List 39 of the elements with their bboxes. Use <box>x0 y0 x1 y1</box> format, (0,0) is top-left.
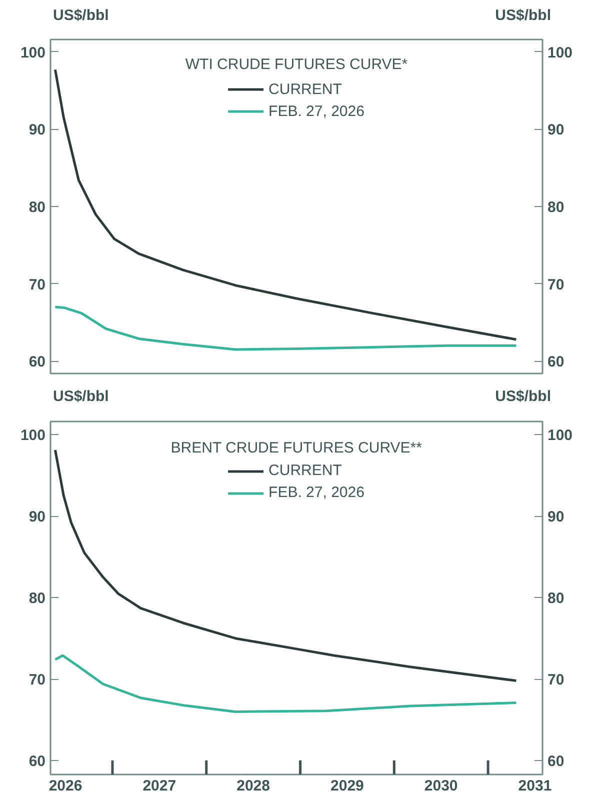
text: WTI CRUDE FUTURES CURVE* <box>185 56 408 74</box>
y2-tick-label: 100 <box>548 426 573 444</box>
y-axis-title: US$/bbl <box>53 6 109 26</box>
y-axis-title: US$/bbl <box>53 387 109 408</box>
y-tick-label: 80 <box>28 199 46 216</box>
y-tick-label: 60 <box>28 354 46 372</box>
legend-label: FEB. 27, 2026 <box>268 484 364 502</box>
y2-axis-title: US$/bbl <box>495 6 551 26</box>
x-tick-label: 2031 <box>518 777 552 794</box>
x-tick-label: 2028 <box>236 777 270 794</box>
y2-tick-label: 60 <box>548 752 564 770</box>
line-series <box>54 654 518 713</box>
y2-tick-label: 70 <box>548 671 564 688</box>
y-tick-label: 100 <box>20 426 46 444</box>
x-tick-label: 2026 <box>48 777 82 794</box>
legend-label: CURRENT <box>268 462 342 480</box>
legend-label: CURRENT <box>268 80 342 98</box>
x-tick-label: 2029 <box>330 777 364 794</box>
x-tick-label: 2027 <box>142 777 176 794</box>
y2-tick-label: 80 <box>548 590 564 607</box>
y-tick-label: 70 <box>28 671 46 688</box>
y-tick-label: 70 <box>28 276 46 294</box>
y-tick-label: 60 <box>28 752 46 770</box>
line-series <box>54 306 518 352</box>
y2-tick-label: 100 <box>548 44 573 62</box>
y-tick-label: 90 <box>28 508 46 526</box>
y2-tick-label: 90 <box>548 122 564 140</box>
y-tick-label: 100 <box>20 44 46 62</box>
x-tick-label: 2030 <box>424 777 458 794</box>
legend-label: FEB. 27, 2026 <box>268 102 364 120</box>
line-series <box>54 68 518 342</box>
y2-tick-label: 60 <box>548 354 564 372</box>
y2-axis-title: US$/bbl <box>495 387 551 408</box>
y2-tick-label: 90 <box>548 508 564 526</box>
y2-tick-label: 70 <box>548 276 564 294</box>
text: BRENT CRUDE FUTURES CURVE** <box>170 439 422 456</box>
y-tick-label: 90 <box>28 122 46 140</box>
y-tick-label: 80 <box>28 590 46 607</box>
y2-tick-label: 80 <box>548 199 564 216</box>
